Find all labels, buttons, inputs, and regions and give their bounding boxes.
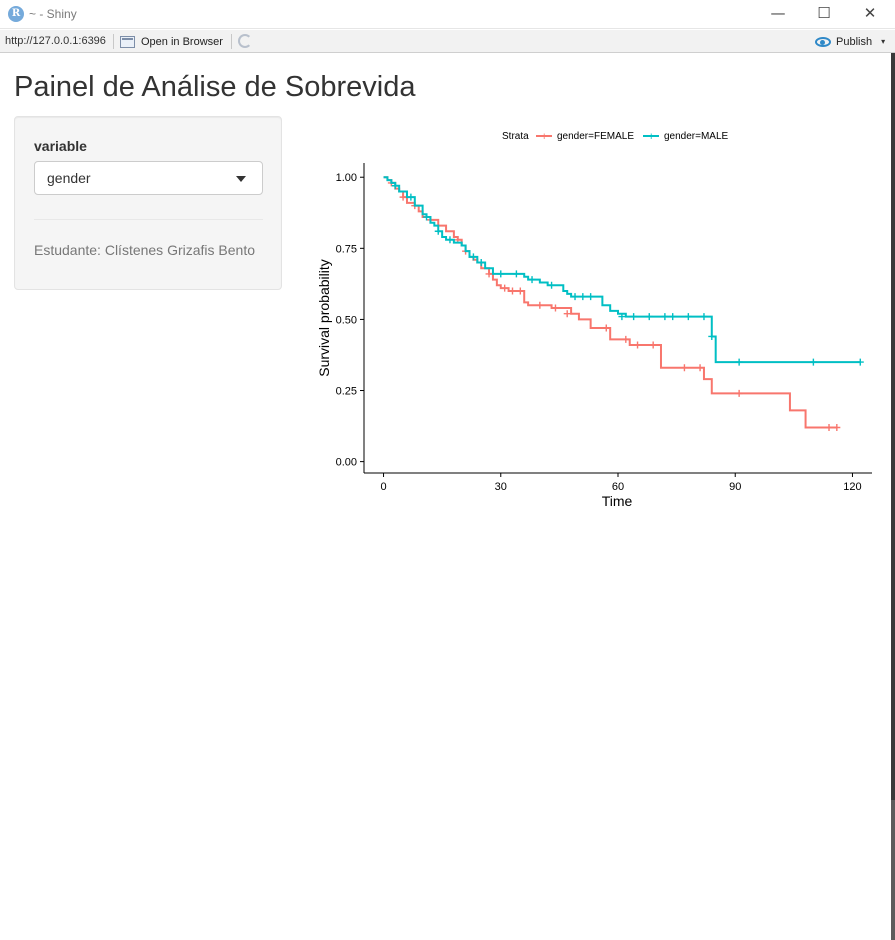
chart-legend: Strata + gender=FEMALE + gender=MALE (502, 131, 729, 143)
toolbar-separator (113, 34, 114, 49)
censor-mark (735, 358, 743, 366)
censor-mark (563, 310, 571, 318)
y-tick-label: 0.50 (336, 314, 357, 326)
publish-button[interactable]: Publish ▾ (815, 33, 885, 50)
open-in-browser-label: Open in Browser (141, 35, 223, 48)
legend-title: Strata (502, 131, 529, 142)
censor-mark (825, 423, 833, 431)
x-axis-label: Time (602, 493, 633, 509)
censor-mark (622, 335, 630, 343)
censor-mark (485, 270, 493, 278)
x-tick-label: 60 (612, 481, 624, 493)
censor-mark (669, 313, 677, 321)
variable-select[interactable]: gender (34, 161, 263, 195)
y-tick-label: 0.75 (336, 243, 357, 255)
publish-label: Publish (836, 35, 873, 48)
page-title: Painel de Análise de Sobrevida (14, 71, 416, 103)
censor-mark (407, 193, 415, 201)
censor-mark (680, 364, 688, 372)
legend-label-male: gender=MALE (664, 131, 729, 142)
censor-mark (735, 389, 743, 397)
chart-axes: 0 30 60 90 120 0.00 0.25 0.50 0.75 1.00 (336, 163, 872, 493)
url-text: http://127.0.0.1:6396 (5, 35, 106, 47)
censor-mark (618, 313, 626, 321)
x-tick-label: 30 (495, 481, 507, 493)
publish-icon (815, 35, 831, 49)
censor-mark (423, 213, 431, 221)
chart-series (383, 176, 864, 431)
y-tick-label: 0.25 (336, 386, 357, 398)
censor-mark (856, 358, 864, 366)
censor-mark (477, 259, 485, 267)
open-in-browser-button[interactable]: Open in Browser (120, 33, 223, 50)
censor-mark (508, 287, 516, 295)
x-tick-label: 120 (843, 481, 861, 493)
censor-mark (579, 293, 587, 301)
legend-label-female: gender=FEMALE (557, 131, 634, 142)
censor-mark (391, 182, 399, 190)
censor-mark (684, 313, 692, 321)
survival-chart: Strata + gender=FEMALE + gender=MALE 0 30… (316, 131, 872, 509)
x-tick-label: 0 (380, 481, 386, 493)
censor-mark (548, 281, 556, 289)
censor-mark (516, 287, 524, 295)
variable-label: variable (34, 138, 87, 154)
chevron-down-icon (236, 176, 246, 182)
censor-mark (434, 227, 442, 235)
window-titlebar: R ~ - Shiny — ☐ ✕ (0, 0, 895, 29)
survival-plot: Strata + gender=FEMALE + gender=MALE 0 30… (300, 118, 890, 528)
censor-mark (630, 313, 638, 321)
toolbar-separator (231, 34, 232, 49)
censor-mark (497, 270, 505, 278)
window-title: ~ - Shiny (29, 7, 77, 21)
minimize-button[interactable]: — (770, 4, 786, 22)
chevron-down-icon[interactable]: ▾ (881, 37, 886, 46)
x-tick-label: 90 (729, 481, 741, 493)
censor-mark (649, 341, 657, 349)
censor-mark (512, 270, 520, 278)
y-axis-label: Survival probability (316, 259, 332, 377)
censor-mark (833, 423, 841, 431)
maximize-button[interactable]: ☐ (817, 4, 831, 22)
browser-window-icon (120, 35, 135, 48)
censor-mark (661, 313, 669, 321)
censor-mark (551, 304, 559, 312)
censor-mark (634, 341, 642, 349)
r-app-icon: R (8, 6, 24, 22)
sidebar-panel: variable gender Estudante: Clístenes Gri… (14, 116, 282, 290)
censor-mark (602, 324, 610, 332)
censor-mark (645, 313, 653, 321)
censor-mark (528, 276, 536, 284)
legend-key-female-marker: + (541, 131, 547, 143)
censor-mark (696, 364, 704, 372)
student-name: Estudante: Clístenes Grizafis Bento (34, 242, 255, 258)
censor-mark (809, 358, 817, 366)
censor-mark (708, 332, 716, 340)
censor-mark (587, 293, 595, 301)
censor-mark (399, 193, 407, 201)
viewer-toolbar: http://127.0.0.1:6396 Open in Browser Pu… (0, 30, 895, 53)
refresh-icon[interactable] (238, 34, 252, 48)
censor-mark (446, 236, 454, 244)
window-edge-shadow (891, 53, 895, 800)
censor-mark (536, 301, 544, 309)
censor-mark (469, 253, 477, 261)
y-tick-label: 0.00 (336, 457, 357, 469)
y-tick-label: 1.00 (336, 172, 357, 184)
survival-curve-male (383, 176, 861, 364)
censor-mark (700, 313, 708, 321)
variable-select-value: gender (47, 170, 91, 186)
close-button[interactable]: ✕ (863, 4, 877, 22)
survival-curve-female (383, 176, 837, 429)
censor-mark (571, 293, 579, 301)
legend-key-male-marker: + (648, 131, 654, 143)
sidebar-divider (34, 219, 263, 220)
censor-mark (501, 284, 509, 292)
